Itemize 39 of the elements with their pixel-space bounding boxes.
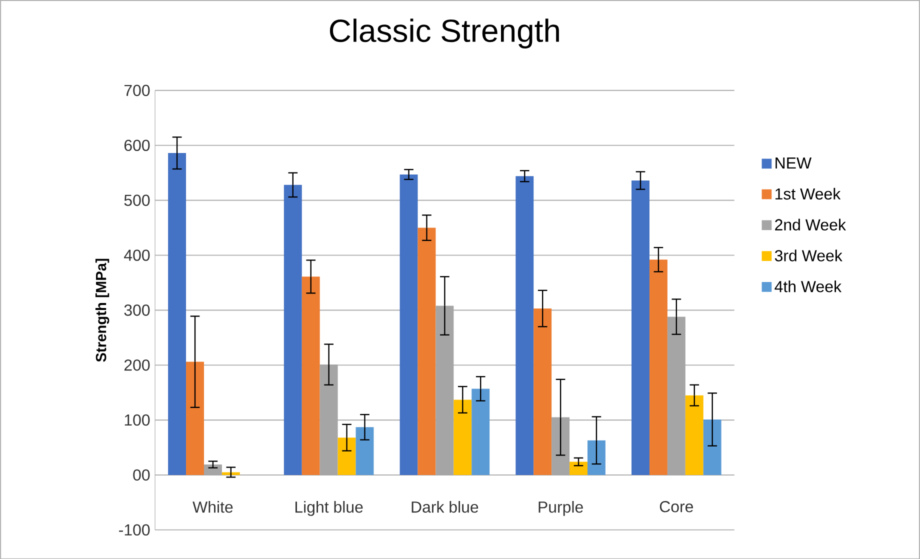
bar	[534, 308, 552, 475]
y-tick-label: 00	[133, 469, 150, 480]
bar	[516, 176, 534, 475]
bar	[703, 419, 722, 475]
bar	[338, 437, 356, 475]
bar	[649, 259, 668, 475]
y-tick-label: 300	[124, 304, 150, 316]
bar	[570, 462, 588, 475]
x-tick-label: White	[192, 500, 233, 513]
chart-title: Classic Strength	[330, 18, 559, 48]
x-tick-label: Light blue	[295, 500, 363, 516]
bar	[168, 152, 186, 475]
legend-label: 2nd Week	[775, 218, 846, 230]
y-tick-label: -100	[119, 524, 150, 536]
x-tick-label: Purple	[538, 500, 583, 516]
legend-label: NEW	[776, 157, 812, 168]
legend-label: 1st Week	[776, 188, 841, 200]
bar	[356, 426, 374, 475]
bar	[454, 400, 472, 475]
legend-label: 4th Week	[774, 280, 842, 292]
x-tick-label: Dark blue	[412, 500, 478, 513]
y-axis-title: Strength [MPa]	[95, 258, 110, 362]
y-tick-label: 100	[124, 414, 150, 426]
bar	[685, 395, 704, 475]
bar	[472, 388, 490, 475]
y-tick-label: 700	[124, 84, 150, 96]
y-tick-label: 400	[124, 249, 150, 261]
x-tick-label: Core	[660, 500, 694, 512]
bar	[302, 276, 320, 475]
y-tick-label: 200	[124, 359, 150, 371]
bar	[186, 362, 204, 475]
y-tick-label: 500	[124, 194, 150, 206]
bar	[222, 472, 240, 475]
bar	[284, 184, 302, 475]
bar	[418, 228, 436, 475]
y-tick-label: 600	[124, 140, 150, 151]
bar	[400, 174, 418, 475]
bar	[632, 180, 650, 475]
legend-label: 3rd Week	[774, 249, 842, 262]
